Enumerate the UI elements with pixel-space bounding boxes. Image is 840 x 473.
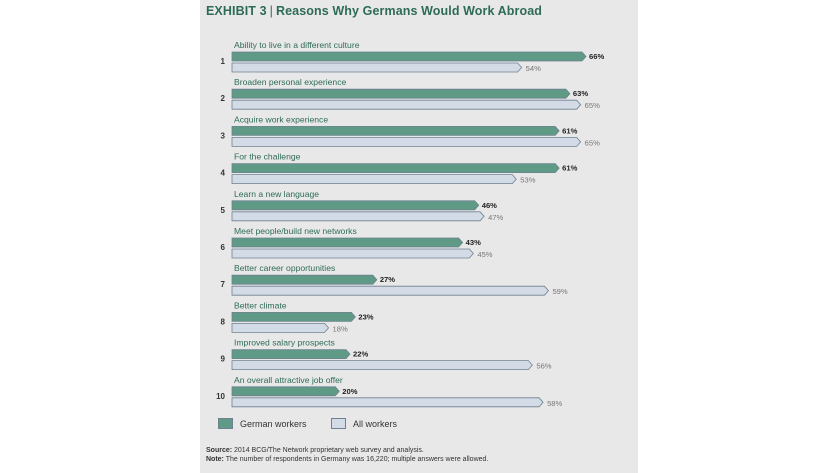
bar-german-workers xyxy=(231,311,356,322)
data-label-german: 61% xyxy=(562,126,577,135)
category-label: Learn a new language xyxy=(234,189,319,199)
rank-label: 4 xyxy=(221,169,226,178)
bar-german-workers xyxy=(231,237,464,248)
bar-german-workers xyxy=(231,51,587,62)
bar-german-workers xyxy=(231,126,560,136)
bar-german-workers xyxy=(231,88,571,99)
rank-label: 2 xyxy=(221,94,226,103)
source-line: Source: 2014 BCG/The Network proprietary… xyxy=(206,447,424,454)
exhibit-label: EXHIBIT 3 xyxy=(206,4,267,18)
rank-label: 3 xyxy=(221,131,226,140)
category-label: An overall attractive job offer xyxy=(234,375,343,385)
data-label-german: 23% xyxy=(358,312,373,321)
bar-all-workers xyxy=(231,285,549,296)
category-label: Better career opportunities xyxy=(234,263,335,273)
bar-all-workers xyxy=(231,62,523,73)
data-label-all: 53% xyxy=(520,176,535,185)
note-line: Note: The number of respondents in Germa… xyxy=(206,456,489,463)
data-label-all: 59% xyxy=(552,287,567,296)
category-label: For the challenge xyxy=(234,152,301,162)
category-label: Improved salary prospects xyxy=(234,338,335,348)
bar-all-workers xyxy=(231,136,582,147)
bar-all-workers xyxy=(231,248,474,259)
data-label-german: 22% xyxy=(353,350,368,359)
data-label-all: 58% xyxy=(547,399,562,408)
bar-all-workers xyxy=(231,322,330,333)
data-label-all: 65% xyxy=(585,138,600,147)
bar-all-workers xyxy=(231,397,544,408)
bar-german-workers xyxy=(231,163,560,174)
data-label-german: 27% xyxy=(380,275,395,284)
chart-title: EXHIBIT 3 | Reasons Why Germans Would Work… xyxy=(206,4,542,18)
rank-label: 5 xyxy=(221,206,226,215)
legend-swatch-german xyxy=(218,418,233,429)
bar-all-workers xyxy=(231,211,485,222)
rank-label: 6 xyxy=(221,243,226,252)
bar-all-workers xyxy=(231,174,517,185)
data-label-all: 18% xyxy=(333,324,348,333)
rank-label: 7 xyxy=(221,280,226,289)
legend-item-german-workers: German workers xyxy=(218,418,307,429)
category-label: Broaden personal experience xyxy=(234,77,346,87)
rank-label: 10 xyxy=(216,392,225,401)
data-label-german: 61% xyxy=(562,164,577,173)
data-label-all: 54% xyxy=(526,64,541,73)
category-label: Meet people/build new networks xyxy=(234,226,357,236)
legend-label-all: All workers xyxy=(353,418,398,429)
category-label: Better climate xyxy=(234,300,287,310)
data-label-all: 65% xyxy=(585,101,600,110)
data-label-all: 56% xyxy=(536,362,551,371)
title-separator: | xyxy=(269,4,273,18)
legend-item-all-workers: All workers xyxy=(331,418,397,429)
footer-notes: Source: 2014 BCG/The Network proprietary… xyxy=(206,446,488,464)
data-label-all: 45% xyxy=(477,250,492,259)
data-label-all: 47% xyxy=(488,213,503,222)
category-label: Acquire work experience xyxy=(234,114,328,124)
bar-german-workers xyxy=(231,349,351,360)
data-label-german: 66% xyxy=(589,52,604,61)
legend-label-german: German workers xyxy=(240,418,307,429)
bar-german-workers xyxy=(231,274,378,285)
data-label-german: 20% xyxy=(342,387,357,396)
category-label: Ability to live in a different culture xyxy=(234,40,360,50)
data-label-german: 63% xyxy=(573,89,588,98)
bar-chart: Ability to live in a different culture 1 6… xyxy=(216,40,604,408)
bar-german-workers xyxy=(231,200,480,211)
bar-german-workers xyxy=(231,386,340,397)
rank-label: 8 xyxy=(221,317,226,326)
rank-label: 1 xyxy=(221,57,226,66)
bar-all-workers xyxy=(231,99,582,110)
data-label-german: 43% xyxy=(466,238,481,247)
bar-all-workers xyxy=(231,360,533,371)
data-label-german: 46% xyxy=(482,201,497,210)
exhibit-title: Reasons Why Germans Would Work Abroad xyxy=(276,4,543,18)
legend-swatch-all xyxy=(331,418,346,429)
rank-label: 9 xyxy=(221,355,226,364)
